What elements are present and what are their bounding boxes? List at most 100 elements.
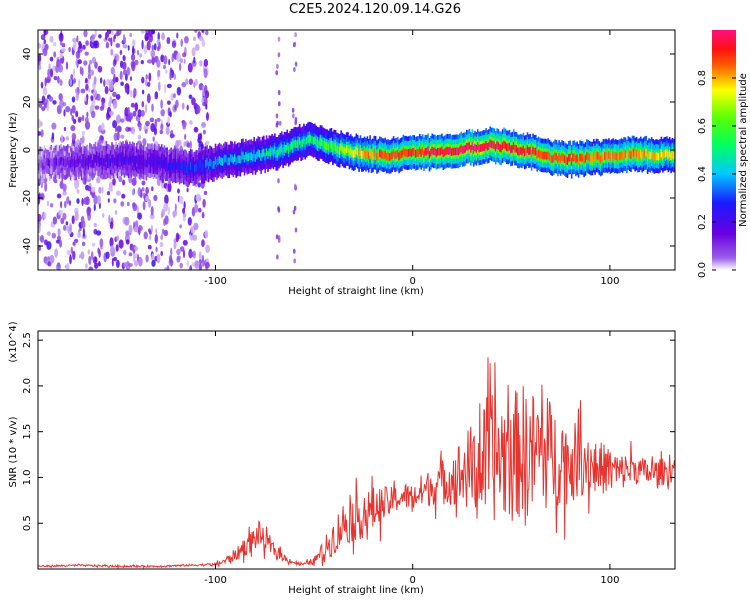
spectrogram-ridge-mark [125,153,127,162]
spectrogram-ridge-mark [617,152,620,161]
spectrogram-noise-mark [163,55,168,65]
spectrogram-noise-mark [84,96,87,102]
spectrogram-noise-mark [73,68,76,76]
spectrogram-noise-mark [143,45,148,55]
spectrogram-noise-mark [53,76,58,81]
spectrogram-noise-mark [201,30,204,33]
spectrogram-ridge-mark [551,155,554,164]
spectrogram-noise-mark [186,187,189,193]
spectrogram-ridge-mark [565,156,567,165]
spectrogram-noise-mark [88,255,92,265]
spectrogram-noise-mark [109,82,114,91]
spectrogram-ridge-mark [540,151,543,160]
spectrogram-ridge-mark [671,151,674,159]
spectrogram-ridge-mark [403,148,406,157]
spectrogram-ridge-mark [326,142,329,150]
spectrogram-noise-mark [156,117,161,122]
spectrogram-ridge-mark [118,155,120,164]
spectrogram-noise-mark [154,91,159,100]
spectrogram-noise-mark [94,256,97,263]
spectrogram-noise-mark [137,256,143,267]
spectrogram-ridge-mark [460,144,462,153]
spectrogram-ridge-mark [366,149,369,157]
spectrogram-noise-mark [201,254,204,263]
spectrogram-noise-mark [194,30,198,33]
spectrogram-noise-mark [72,42,77,51]
spectrogram-ridge-mark [268,148,271,157]
spectrogram-noise-mark [52,65,56,72]
spectrogram-ridge-mark [133,155,135,164]
spectrogram-ridge-mark [604,152,606,160]
spectrogram-noise-mark [163,202,169,212]
spectrogram-ridge-mark [380,150,382,158]
spectrogram-ridge-mark [666,149,668,157]
spectrogram-ridge-mark [633,148,635,157]
spectrogram-ridge-mark [297,139,300,148]
spectrogram-ridge-mark [62,158,65,166]
spectrogram-ridge-mark [113,157,116,166]
spectrogram-noise-mark [184,36,189,44]
spectrogram-ridge-mark [628,150,631,158]
spectrogram-ridge-mark [177,161,179,170]
spectrogram-noise-mark [151,253,155,262]
spectrogram-ridge-mark [620,151,623,159]
spectrogram-ridge-mark [242,151,244,160]
spectrogram-ridge-mark [337,146,340,155]
spectrogram-noise-mark [59,99,65,108]
spectrogram-ridge-mark [431,146,433,155]
spectrogram-noise-mark [81,241,86,247]
spectrogram-noise-mark [138,123,142,132]
spectrogram-noise-mark [293,41,297,47]
spectrogram-noise-mark [73,78,76,84]
spectrogram-ridge-mark [343,146,345,155]
spectrogram-ridge-mark [454,147,457,156]
spectrogram-ridge-mark [281,144,283,152]
spectrogram-ridge-mark [435,149,438,157]
spectrogram-ridge-mark [247,153,250,161]
spectrogram-noise-mark [72,38,78,43]
spectrogram-noise-mark [201,211,205,219]
spectrogram-ridge-mark [261,149,264,158]
spectrogram-ridge-mark [610,152,613,160]
spectrogram-noise-mark [94,105,100,110]
spectrogram-noise-mark [148,199,152,208]
spectrogram-ridge-mark [347,145,349,153]
spectrogram-noise-mark [198,259,202,265]
spectrogram-noise-mark [187,217,192,226]
spectrogram-noise-mark [125,73,128,81]
spectrogram-ridge-mark [517,147,519,156]
spectrogram-ridge-mark [181,162,184,170]
spectrogram-noise-mark [277,52,281,58]
spectrogram-noise-mark [146,40,151,51]
spectrogram-noise-mark [115,126,117,133]
spectrogram-ridge-mark [522,145,525,154]
spectrogram-ridge-mark [373,148,376,157]
spectrogram-ridge-mark [209,158,211,167]
spectrogram-ridge-mark [303,136,305,145]
spectrogram-noise-mark [180,246,185,252]
spectrogram-noise-mark [132,39,136,48]
spectrogram-noise-mark [278,120,282,126]
spectrogram-noise-mark [202,198,206,208]
spectrogram-ridge-mark [396,149,399,158]
spectrogram-ridge-mark [87,158,90,167]
spectrogram-ridge-mark [515,145,518,153]
spectrogram-noise-mark [116,131,120,141]
spectrogram-ridge-mark [587,152,589,161]
spectrogram-ridge-mark [543,151,545,160]
spectrogram-ridge-mark [623,150,625,158]
spectrogram-noise-mark [159,241,164,248]
spectrogram-ridge-mark [606,152,609,161]
spectrogram-noise-mark [52,100,57,105]
spectrogram-ridge-mark [489,139,491,148]
spectrogram-noise-mark [109,237,114,248]
spectrogram-ridge-mark [355,146,358,155]
spectrogram-ridge-mark [131,154,134,163]
spectrogram-ridge-mark [211,161,214,169]
spectrogram-ridge-mark [192,165,195,173]
spectrogram-ridge-mark [229,153,232,162]
spectrogram-noise-mark [75,110,79,118]
spectrogram-ridge-mark [101,158,104,167]
spectrogram-ridge-mark [218,155,221,164]
spectrogram-noise-mark [113,256,117,262]
